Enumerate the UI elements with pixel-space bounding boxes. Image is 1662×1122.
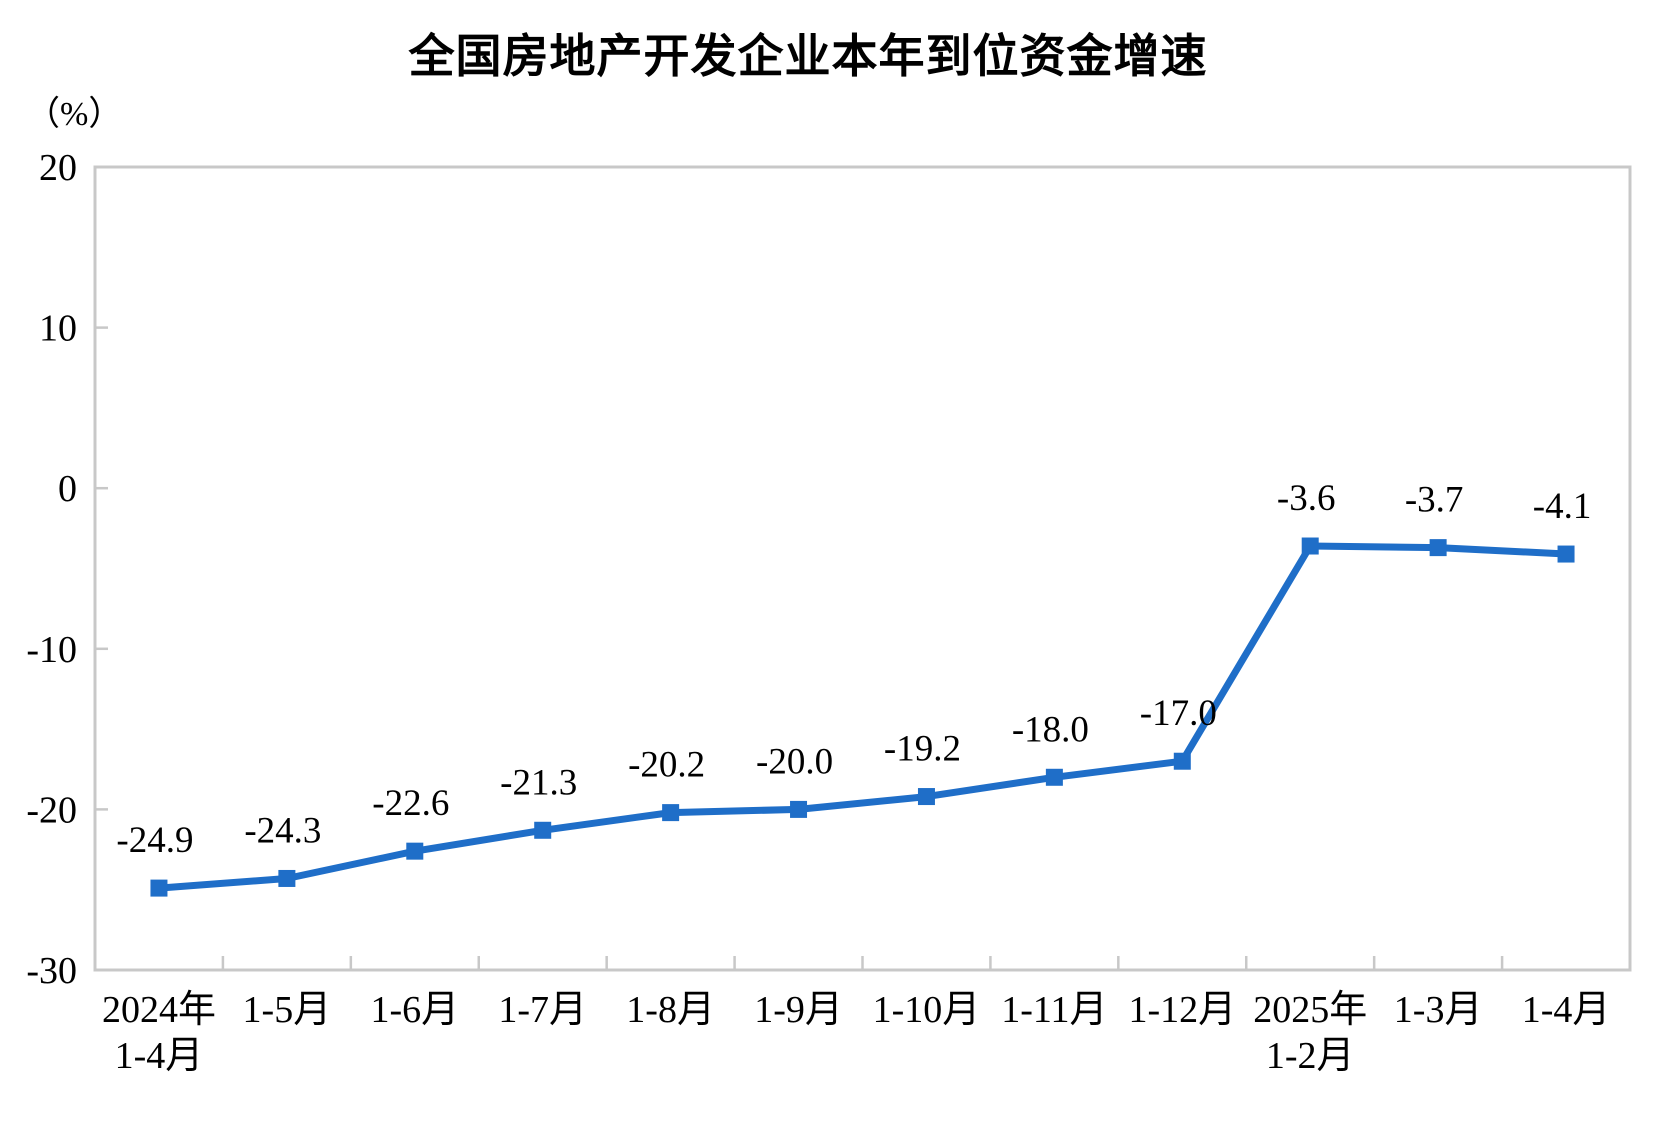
x-tick-label: 2025年 1-2月 bbox=[1253, 989, 1367, 1077]
data-point-marker bbox=[1429, 539, 1447, 557]
x-tick-label: 2024年 1-4月 bbox=[102, 989, 216, 1077]
x-tick-label: 1-9月 bbox=[754, 989, 843, 1031]
x-tick-label: 1-10月 bbox=[873, 989, 981, 1031]
data-point-label: -3.6 bbox=[1277, 478, 1336, 519]
x-tick-label: 1-8月 bbox=[626, 989, 715, 1031]
y-tick-label: 20 bbox=[39, 147, 77, 189]
y-axis-unit-label: （%） bbox=[26, 96, 123, 133]
data-point-marker bbox=[406, 842, 424, 860]
data-point-label: -22.6 bbox=[372, 783, 449, 824]
data-point-label: -4.1 bbox=[1533, 486, 1592, 527]
y-tick-label: -10 bbox=[26, 629, 77, 671]
y-tick-label: 0 bbox=[58, 468, 77, 510]
data-point-label: -24.9 bbox=[116, 820, 193, 861]
data-point-marker bbox=[1045, 768, 1063, 786]
data-point-label: -19.2 bbox=[884, 729, 961, 770]
data-point-marker bbox=[1301, 537, 1319, 555]
data-point-label: -21.3 bbox=[500, 762, 577, 803]
data-point-label: -18.0 bbox=[1012, 709, 1089, 750]
data-point-label: -17.0 bbox=[1140, 693, 1217, 734]
data-point-marker bbox=[1557, 545, 1575, 563]
x-tick-label: 1-12月 bbox=[1128, 989, 1236, 1031]
x-tick-label: 1-6月 bbox=[370, 989, 459, 1031]
data-point-label: -20.2 bbox=[628, 745, 705, 786]
data-point-marker bbox=[790, 800, 808, 818]
data-point-label: -3.7 bbox=[1405, 480, 1464, 521]
data-point-marker bbox=[534, 821, 552, 839]
x-tick-label: 1-4月 bbox=[1522, 989, 1611, 1031]
data-point-marker bbox=[150, 879, 168, 897]
y-tick-label: -20 bbox=[26, 789, 77, 831]
chart-title: 全国房地产开发企业本年到位资金增速 bbox=[408, 30, 1208, 82]
data-point-label: -24.3 bbox=[244, 810, 321, 851]
y-tick-label: -30 bbox=[26, 950, 77, 992]
plot-border bbox=[93, 165, 1632, 972]
data-point-marker bbox=[662, 804, 680, 822]
x-tick-label: 1-5月 bbox=[243, 989, 332, 1031]
y-tick-label: 10 bbox=[39, 308, 77, 350]
data-point-marker bbox=[1173, 752, 1191, 770]
data-point-marker bbox=[278, 869, 296, 887]
x-tick-label: 1-3月 bbox=[1394, 989, 1483, 1031]
x-tick-label: 1-7月 bbox=[498, 989, 587, 1031]
data-point-label: -20.0 bbox=[756, 741, 833, 782]
x-tick-label: 1-11月 bbox=[1001, 989, 1107, 1031]
data-point-marker bbox=[917, 788, 935, 806]
data-line bbox=[155, 542, 1570, 892]
